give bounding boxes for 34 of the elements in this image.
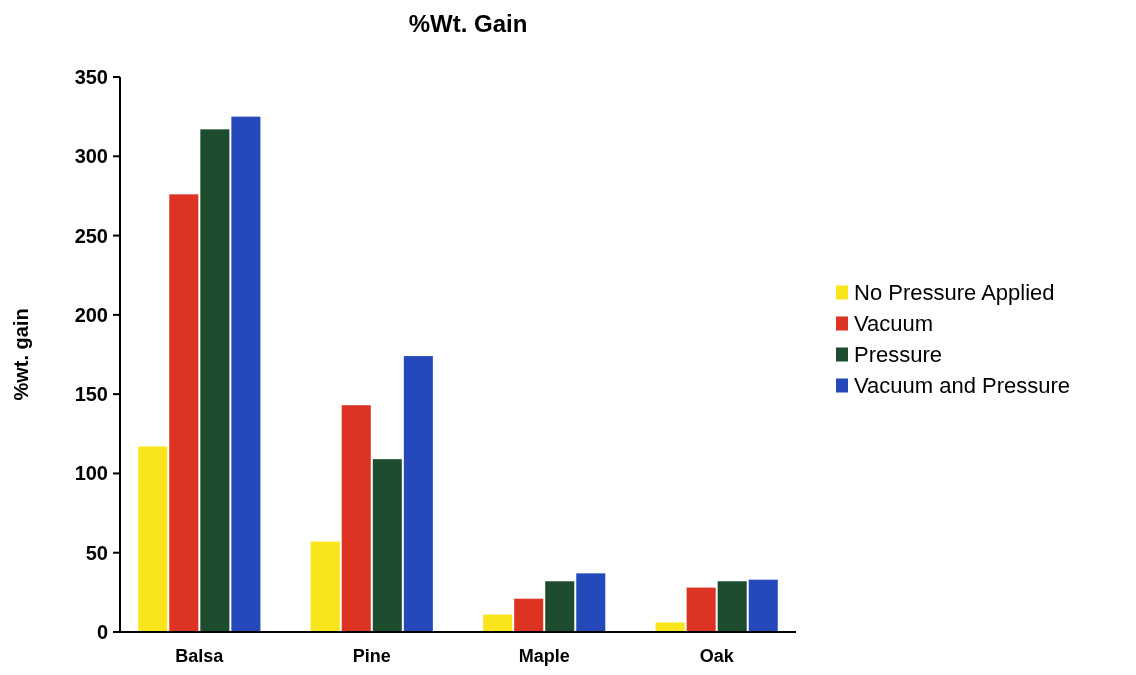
- bar: [686, 587, 716, 632]
- bar: [231, 116, 261, 632]
- x-tick-label: Pine: [352, 646, 391, 666]
- bar: [514, 598, 544, 632]
- bar: [717, 581, 747, 632]
- y-tick-label: 350: [74, 66, 108, 88]
- y-tick-label: 300: [74, 145, 108, 168]
- x-tick-label: Balsa: [175, 646, 225, 666]
- bar: [310, 541, 340, 632]
- chart-title: %Wt. Gain: [408, 10, 528, 37]
- y-tick-label: 250: [74, 224, 108, 247]
- legend-label: Vacuum and Pressure: [854, 373, 1071, 399]
- bar: [341, 405, 371, 632]
- y-axis-title: %wt. gain: [10, 308, 32, 401]
- bar: [138, 446, 168, 632]
- bar: [545, 581, 575, 632]
- y-tick-label: 50: [85, 541, 108, 564]
- x-tick-label: Maple: [518, 646, 570, 666]
- bar: [576, 573, 606, 632]
- bar: [403, 356, 433, 632]
- y-tick-label: 0: [96, 621, 108, 643]
- y-tick-label: 200: [74, 303, 108, 326]
- bar: [483, 614, 513, 632]
- y-tick-label: 150: [74, 383, 108, 406]
- bar: [655, 622, 685, 632]
- bar: [748, 579, 778, 632]
- x-tick-label: Oak: [699, 646, 735, 666]
- bar: [372, 459, 402, 632]
- y-tick-label: 100: [74, 462, 108, 485]
- bar: [169, 194, 199, 632]
- legend-label: No Pressure Applied: [854, 280, 1055, 306]
- legend-label: Pressure: [854, 342, 943, 368]
- legend-label: Vacuum: [854, 311, 934, 337]
- bar: [200, 129, 230, 632]
